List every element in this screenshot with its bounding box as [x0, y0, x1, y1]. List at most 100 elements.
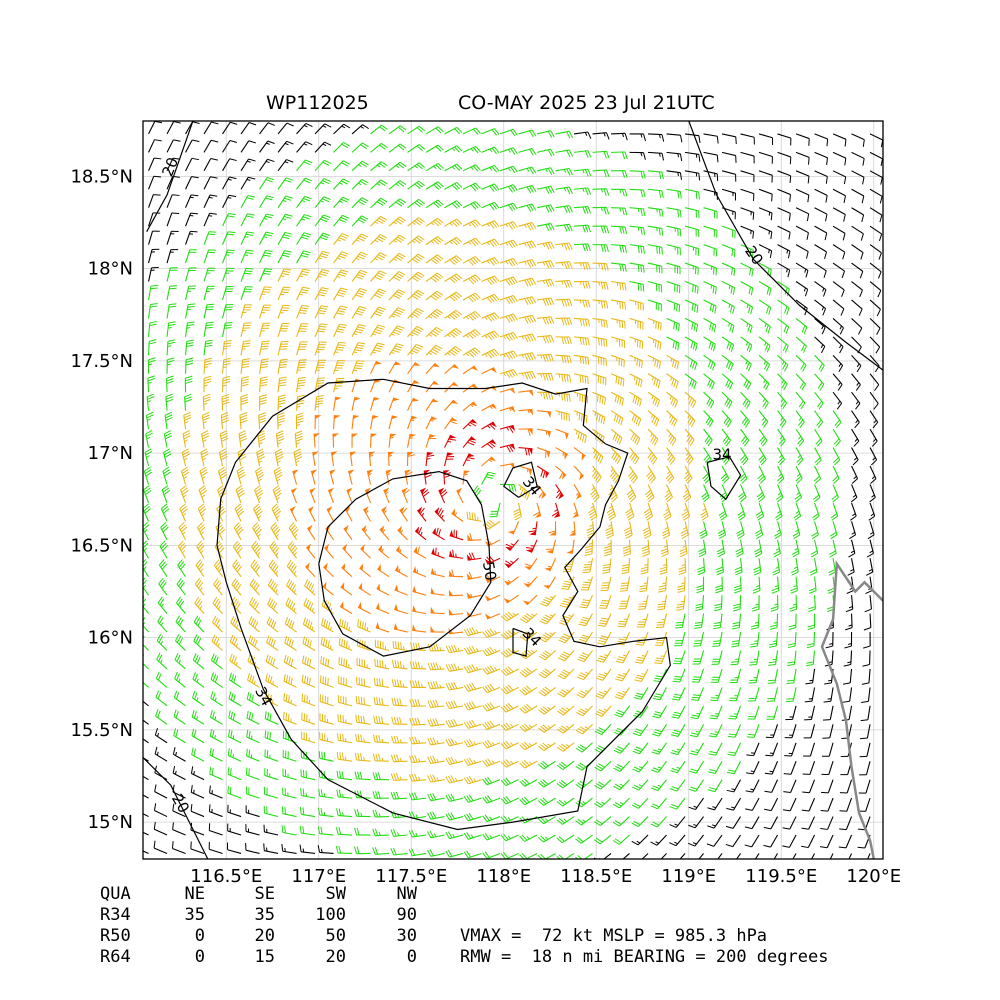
wind-barb: [319, 675, 334, 688]
wind-barb: [606, 502, 616, 521]
wind-barb: [427, 699, 445, 708]
wind-barb: [592, 336, 608, 347]
wind-barb: [802, 761, 816, 775]
wind-barb: [795, 133, 810, 146]
wind-barb: [333, 269, 349, 282]
wind-barb: [462, 470, 471, 485]
wind-barb: [777, 410, 787, 428]
wind-barb: [573, 447, 586, 461]
wind-barb: [191, 728, 205, 744]
wind-barb: [176, 577, 186, 596]
wind-barb: [425, 254, 444, 265]
wind-barb: [777, 281, 790, 297]
wind-barb: [481, 421, 497, 430]
wind-barb: [159, 540, 169, 559]
wind-barb: [499, 369, 518, 379]
wind-barb: [851, 281, 863, 298]
wind-barb: [851, 428, 860, 447]
wind-barb: [832, 281, 845, 297]
wind-barb: [463, 682, 482, 692]
wind-barb: [283, 692, 297, 707]
wind-barb: [412, 605, 427, 615]
wind-barb: [814, 244, 827, 260]
wind-barb: [370, 124, 388, 135]
wind-barb: [185, 357, 194, 374]
wind-barb: [212, 615, 223, 633]
wind-barb: [499, 165, 518, 174]
wind-barb: [648, 151, 665, 161]
wind-barb: [851, 410, 860, 429]
wind-barb: [230, 615, 242, 633]
wind-barb: [735, 539, 744, 558]
wind-barb: [592, 132, 610, 140]
wind-barb: [555, 465, 567, 480]
wind-barb: [145, 430, 153, 448]
wind-barb: [615, 668, 631, 682]
wind-barb: [391, 735, 408, 744]
wind-barb: [259, 304, 272, 319]
wind-barb: [264, 749, 279, 762]
wind-barb: [629, 280, 645, 292]
wind-barb: [848, 853, 853, 859]
wind-barb: [747, 705, 760, 720]
wind-barb: [795, 373, 806, 391]
wind-barb: [556, 779, 575, 789]
wind-barb: [227, 804, 242, 818]
wind-barb: [333, 142, 351, 153]
wind-barb: [259, 249, 273, 264]
wind-barb: [777, 170, 792, 184]
wind-barb: [430, 606, 445, 615]
storm-id-title: WP112025: [266, 92, 369, 114]
wind-barb: [296, 376, 306, 393]
wind-barb: [274, 448, 284, 467]
wind-barb: [692, 650, 705, 665]
wind-barb: [282, 787, 297, 799]
wind-barb: [832, 262, 845, 279]
table-row-r64-label: R64: [100, 947, 131, 967]
wind-barb: [632, 779, 649, 791]
wind-barb: [425, 162, 444, 172]
wind-barb: [277, 340, 289, 356]
wind-barb: [146, 393, 155, 411]
wind-barb: [185, 176, 199, 190]
wind-barb: [376, 583, 390, 596]
wind-barb: [373, 715, 390, 725]
wind-barb: [317, 845, 334, 855]
wind-barb: [390, 754, 408, 763]
wind-barb: [812, 484, 821, 503]
wind-barb: [354, 752, 371, 762]
wind-barb: [277, 122, 294, 135]
wind-barb: [148, 175, 162, 190]
wind-barb: [245, 786, 260, 799]
wind-barb: [322, 581, 334, 596]
table-row-r64-ne: 0: [195, 947, 205, 967]
wind-barb: [795, 317, 808, 335]
wind-barb: [173, 709, 186, 725]
wind-barb: [499, 128, 518, 137]
wind-barb: [536, 167, 555, 175]
wind-barb: [412, 566, 427, 578]
wind-barb: [730, 650, 742, 666]
wind-barb: [267, 597, 279, 615]
wind-barb: [777, 262, 791, 278]
wind-barb: [394, 584, 408, 596]
wind-barb: [540, 594, 556, 607]
wind-barb: [740, 336, 753, 353]
wind-barb: [793, 502, 802, 521]
wind-barb: [794, 484, 802, 503]
wind-barb: [647, 225, 664, 236]
wind-barb: [388, 161, 407, 172]
wind-barb: [785, 705, 797, 721]
x-tick-label: 118°E: [476, 866, 531, 887]
wind-barb: [763, 834, 779, 848]
wind-barb: [277, 159, 294, 172]
wind-barb: [219, 430, 229, 448]
wind-barb: [229, 634, 242, 651]
wind-barb: [814, 133, 829, 147]
wind-barb: [444, 327, 462, 338]
wind-barb: [518, 465, 533, 476]
wind-barb: [500, 629, 519, 640]
wind-barb: [375, 602, 390, 615]
wind-barb: [555, 354, 572, 364]
wind-barb: [499, 147, 518, 155]
